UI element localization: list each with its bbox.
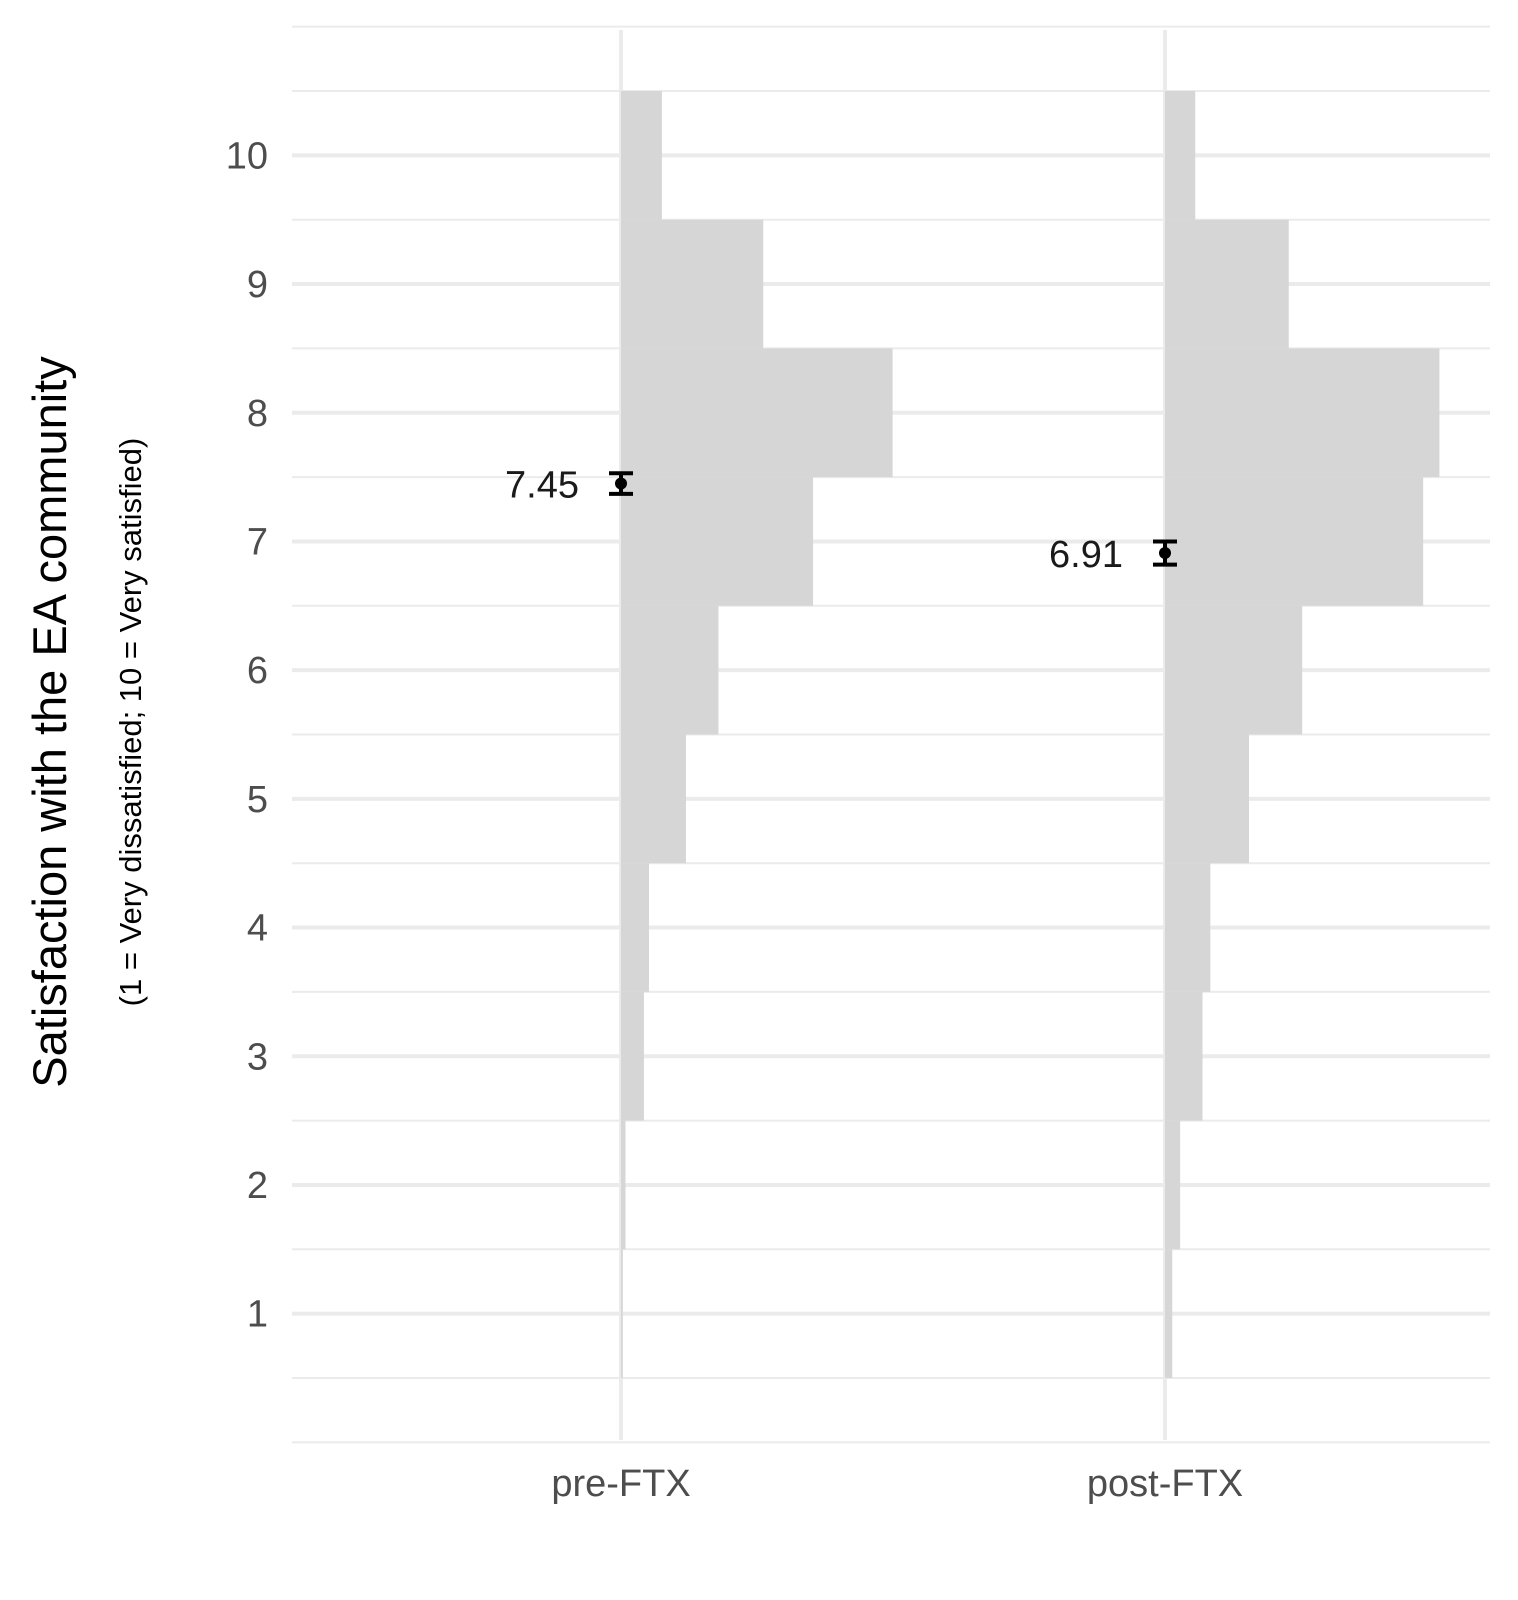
- histogram-bar: [1165, 734, 1249, 864]
- histogram-bar: [1165, 91, 1196, 220]
- y-tick-label: 5: [247, 779, 268, 821]
- minor-gridlines: [292, 25, 1490, 1444]
- y-axis-tick-labels: 1 2 3 4 5 6 7 8 9 10: [226, 135, 268, 1335]
- histogram-bar: [1165, 1120, 1181, 1250]
- histogram-bar: [1165, 863, 1211, 992]
- y-tick-label: 6: [247, 650, 268, 692]
- x-tick-label: post-FTX: [1087, 1463, 1243, 1505]
- y-axis-subtitle: (1 = Very dissatisfied; 10 = Very satisf…: [113, 438, 148, 1007]
- x-axis-tick-labels: pre-FTX post-FTX: [551, 1463, 1243, 1505]
- y-tick-label: 4: [247, 908, 268, 950]
- histogram-bars: [621, 91, 1440, 1378]
- mean-markers: 7.45 6.91: [505, 465, 1177, 576]
- y-tick-label: 1: [247, 1294, 268, 1336]
- histogram-bar: [621, 734, 686, 864]
- y-tick-label: 9: [247, 264, 268, 306]
- histogram-bar: [621, 605, 719, 735]
- histogram-bar: [621, 219, 764, 349]
- y-tick-label: 3: [247, 1036, 268, 1078]
- histogram-bar: [1165, 605, 1303, 735]
- histogram-bar: [621, 477, 814, 606]
- histogram-bar: [621, 348, 893, 478]
- mean-point: [1159, 547, 1171, 560]
- mean-label: 7.45: [505, 465, 579, 507]
- y-tick-label: 10: [226, 135, 268, 177]
- histogram-bar: [621, 91, 662, 220]
- x-tick-label: pre-FTX: [551, 1463, 690, 1505]
- histogram-bar: [1165, 348, 1440, 478]
- major-gridlines: [292, 153, 1490, 1316]
- mean-label: 6.91: [1049, 534, 1123, 576]
- histogram-bar: [621, 991, 644, 1121]
- y-tick-label: 8: [247, 393, 268, 435]
- y-axis-title: Satisfaction with the EA community: [23, 356, 76, 1088]
- histogram-bar: [621, 863, 649, 992]
- histogram-bar: [1165, 1249, 1173, 1378]
- y-tick-label: 2: [247, 1165, 268, 1207]
- mean-point: [615, 477, 627, 490]
- histogram-bar: [1165, 477, 1424, 606]
- histogram-bar: [1165, 219, 1289, 349]
- histogram-bar: [621, 1120, 626, 1250]
- y-tick-label: 7: [247, 521, 268, 563]
- histogram-bar: [1165, 991, 1203, 1121]
- histogram-bar: [621, 1249, 623, 1378]
